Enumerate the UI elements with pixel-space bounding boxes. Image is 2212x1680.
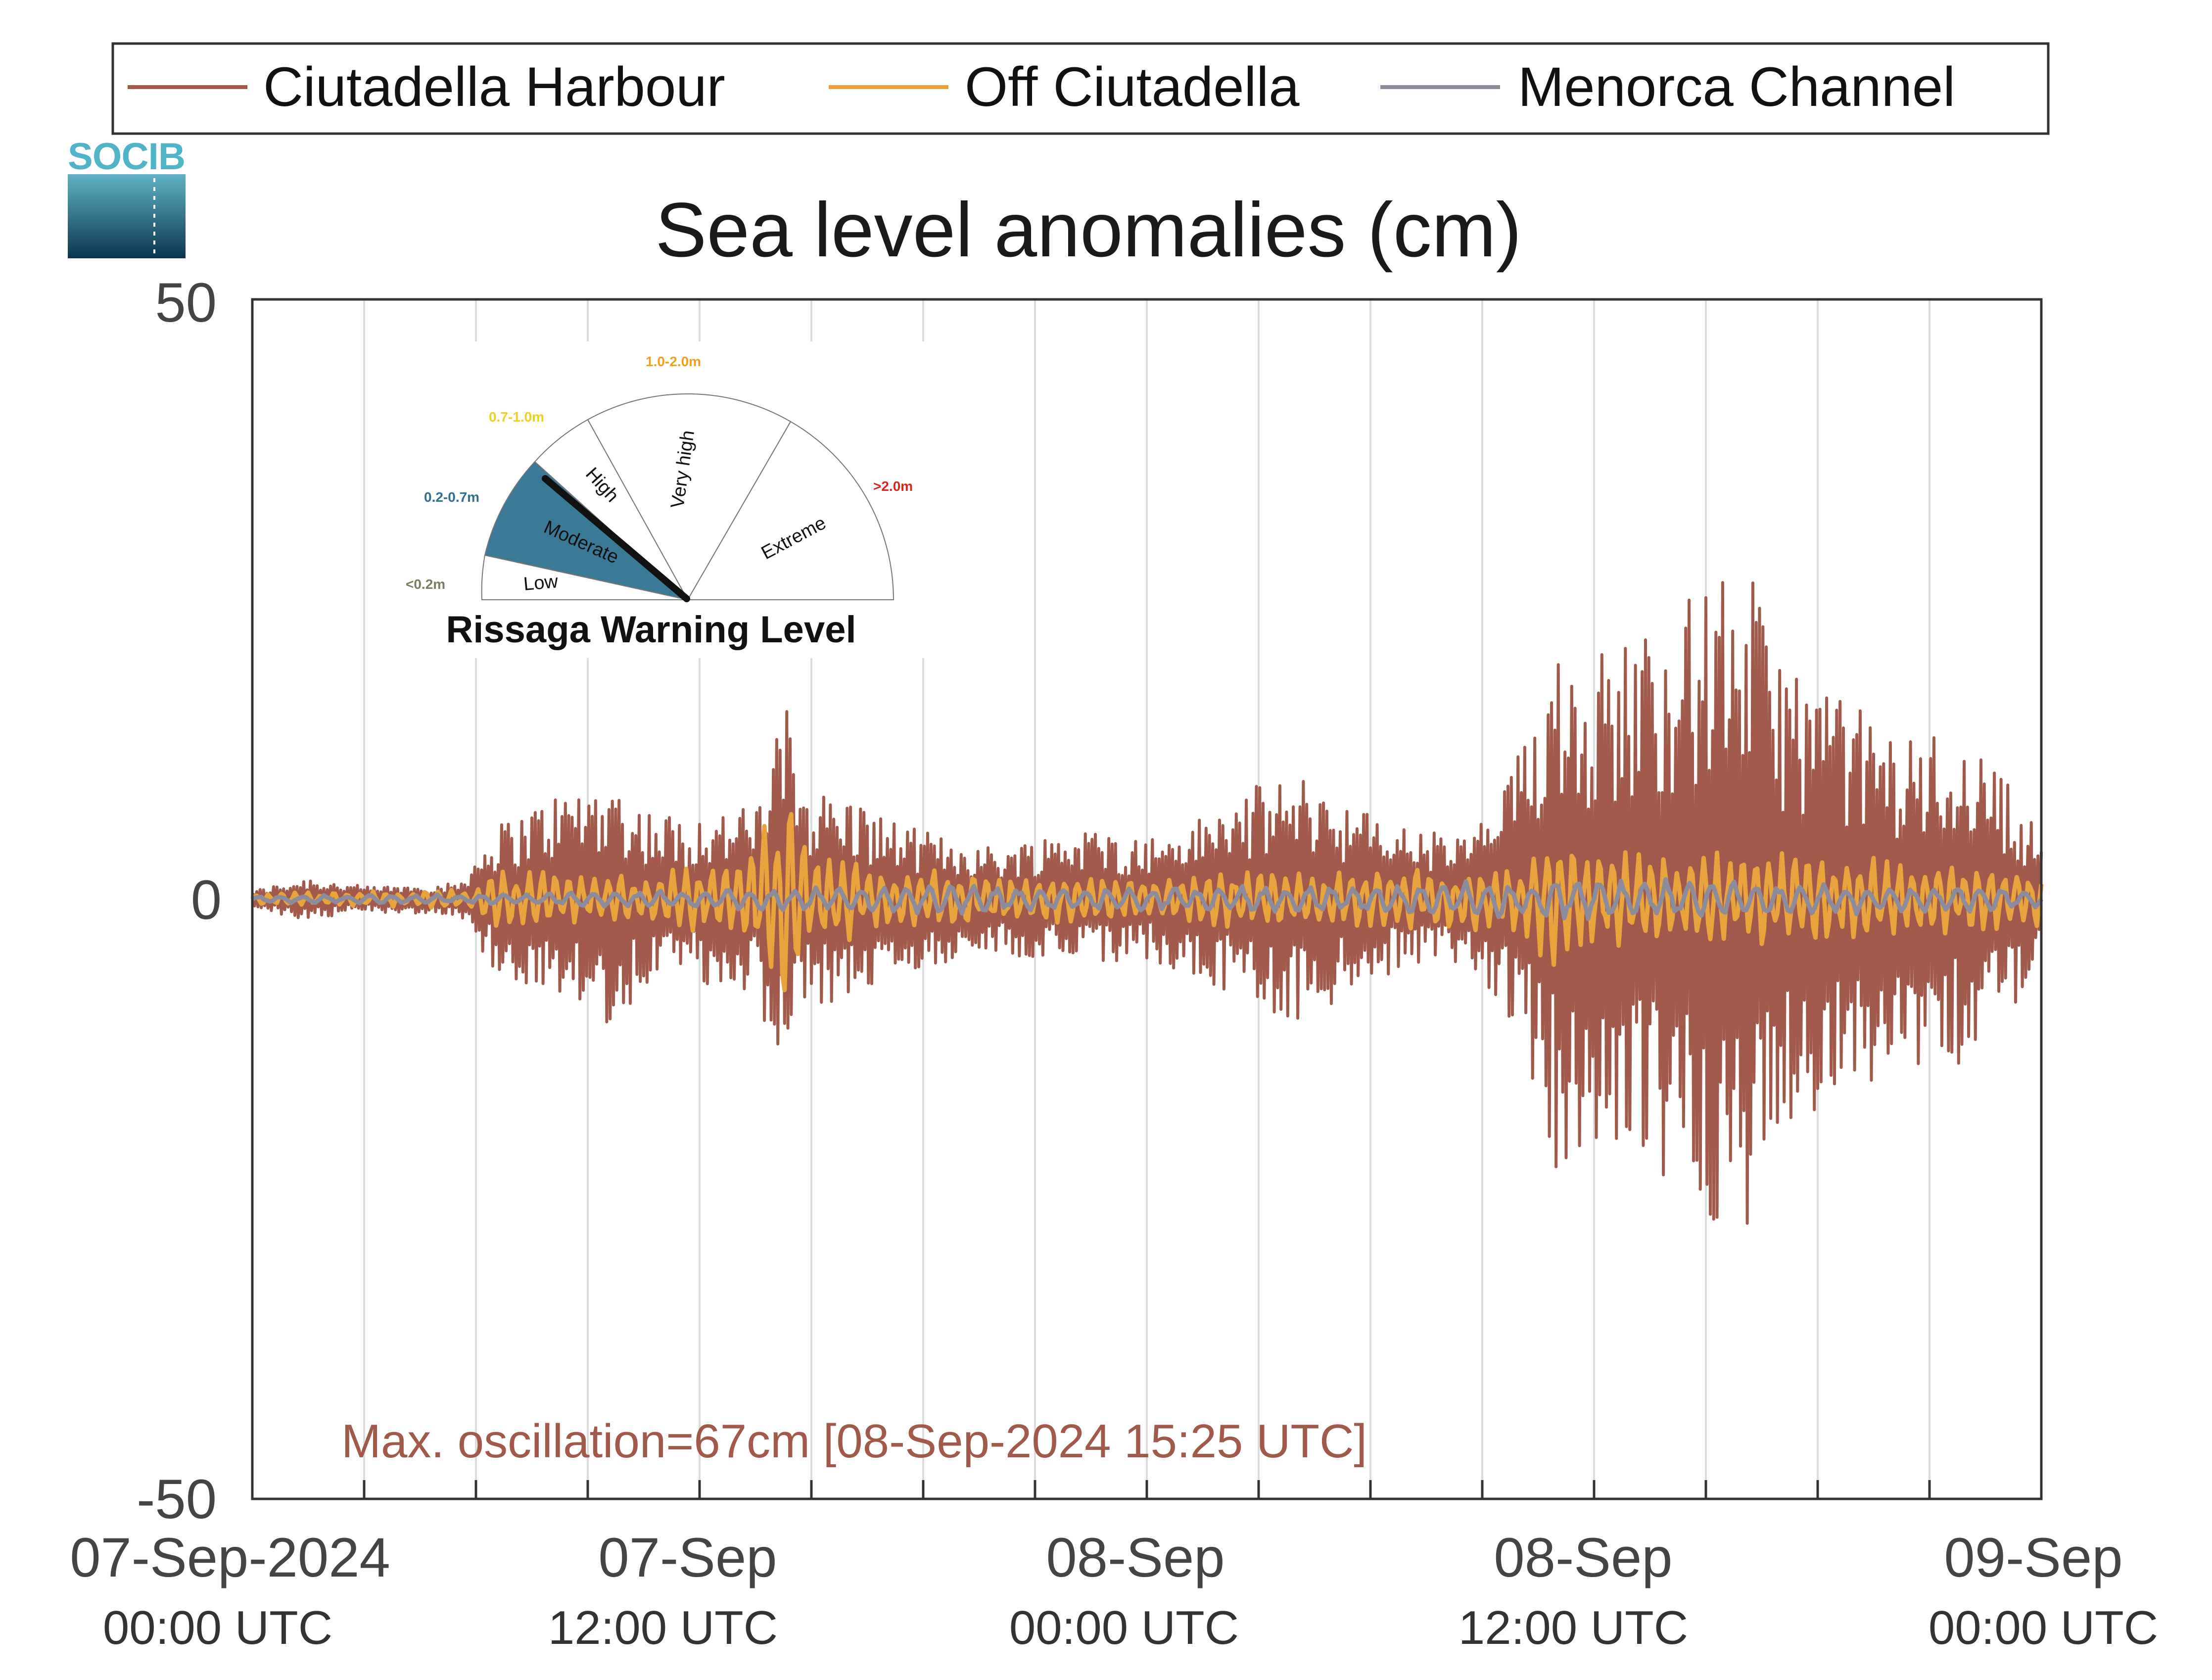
- gauge-segment-very-high: [587, 393, 792, 601]
- x-tick-date-0: 07-Sep-2024: [70, 1527, 390, 1588]
- y-tick-label-minus-50: -50: [137, 1468, 217, 1530]
- y-tick-label-50: 50: [155, 272, 217, 334]
- logo-text: SOCIB: [68, 136, 186, 178]
- x-tick-time-36: 12:00 UTC: [1459, 1601, 1688, 1654]
- gauge-segment-moderate: [484, 461, 690, 601]
- gauge-title: Rissaga Warning Level: [446, 609, 856, 651]
- logo-gradient-block: [68, 174, 186, 258]
- series-layer: [250, 581, 2044, 1225]
- series-line-menorca-channel: [251, 877, 2043, 921]
- gauge-segment-high: [534, 419, 688, 600]
- gauge-range-moderate: 0.2-0.7m: [424, 489, 479, 505]
- gauge-needle: [542, 475, 690, 602]
- legend-label-ciutadella-harbour: Ciutadella Harbour: [263, 56, 725, 118]
- gauge-range-extreme: >2.0m: [873, 479, 913, 494]
- legend-label-menorca-channel: Menorca Channel: [1518, 56, 1955, 118]
- socib-logo: SOCIB: [68, 136, 186, 258]
- x-tick-time-48: 00:00 UTC: [1929, 1601, 2158, 1654]
- gauge-range-high: 0.7-1.0m: [489, 409, 544, 425]
- chart-title: Sea level anomalies (cm): [655, 187, 1521, 273]
- x-tick-marks: [363, 1480, 1931, 1499]
- gauge-label-low: Low: [522, 571, 559, 595]
- x-tick-time-12: 12:00 UTC: [548, 1601, 778, 1654]
- x-tick-date-24: 08-Sep: [1046, 1527, 1224, 1588]
- legend: Ciutadella Harbour Off Ciutadella Menorc…: [111, 42, 2050, 135]
- gauge-segment-extreme: [687, 421, 894, 600]
- legend-box: [111, 42, 2050, 135]
- gauge-range-very-high: 1.0-2.0m: [646, 354, 701, 369]
- x-tick-time-24: 00:00 UTC: [1009, 1601, 1239, 1654]
- legend-label-off-ciutadella: Off Ciutadella: [965, 56, 1300, 118]
- x-tick-date-48: 09-Sep: [1944, 1527, 2122, 1588]
- x-tick-date-36: 08-Sep: [1494, 1527, 1672, 1588]
- gauge-range-low: <0.2m: [406, 576, 445, 592]
- x-tick-date-12: 07-Sep: [598, 1527, 777, 1588]
- y-tick-label-0: 0: [191, 869, 222, 931]
- max-oscillation-annotation: Max. oscillation=67cm [08-Sep-2024 15:25…: [341, 1415, 1367, 1468]
- rissaga-warning-gauge: Low Moderate High Very high Extreme <0.2…: [396, 341, 930, 658]
- x-tick-time-0: 00:00 UTC: [103, 1601, 332, 1654]
